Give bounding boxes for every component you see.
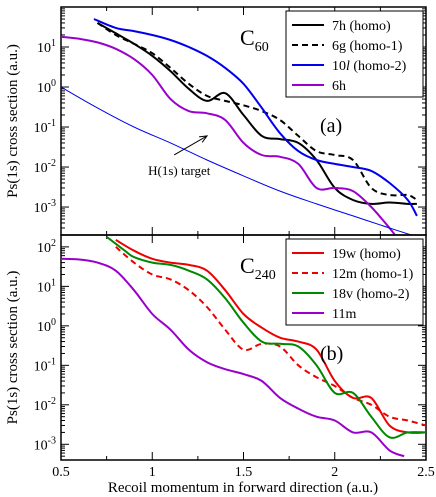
y-tick-exponent: -1	[48, 118, 56, 129]
target-label: C240	[240, 253, 276, 283]
legend-label: 19w (homo)	[332, 247, 401, 262]
annotation-arrow-line	[173, 135, 208, 156]
y-tick-base: 10	[37, 320, 51, 335]
x-tick-label: 2.5	[417, 465, 435, 480]
y-axis-title: Ps(1s) cross section (a.u.)	[5, 44, 21, 198]
y-tick-base: 10	[34, 161, 48, 176]
x-tick-label: 0.5	[52, 465, 70, 480]
y-tick-label: 10-3	[34, 435, 56, 453]
x-tick-label: 2	[331, 465, 338, 480]
y-tick-label: 10-1	[34, 118, 56, 136]
y-tick-exponent: -2	[48, 158, 56, 169]
y-tick-exponent: 0	[51, 78, 56, 89]
annotation-arrow-head	[199, 135, 209, 143]
series-group	[61, 18, 418, 235]
y-tick-base: 10	[37, 280, 51, 295]
annotation-text: H(1s) target	[148, 163, 211, 178]
y-tick-label: 102	[37, 238, 56, 256]
panel-label: (b)	[320, 343, 343, 365]
series-line	[61, 257, 405, 458]
y-tick-label: 101	[37, 38, 56, 56]
y-tick-label: 10-1	[34, 356, 56, 374]
y-tick-exponent: 1	[51, 38, 56, 49]
series-line	[96, 22, 418, 201]
legend-label: 18v (homo-2)	[332, 287, 410, 302]
y-tick-label: 101	[37, 277, 56, 295]
y-tick-label: 100	[37, 78, 56, 96]
y-tick-base: 10	[34, 201, 48, 216]
series-line	[106, 235, 426, 439]
series-line	[93, 18, 418, 217]
legend-label: 7h (homo)	[332, 19, 391, 34]
legend-label: 12m (homo-1)	[332, 267, 414, 282]
y-tick-base: 10	[37, 241, 51, 256]
series-line	[96, 22, 417, 205]
legend-label: 11m	[332, 307, 356, 322]
x-axis: 0.5 1 1.5 2 2.5	[52, 465, 435, 480]
series-line	[61, 86, 413, 235]
y-tick-base: 10	[34, 438, 48, 453]
series-line	[61, 35, 397, 235]
y-tick-label: 10-2	[34, 396, 56, 414]
x-tick-label: 1.5	[235, 465, 253, 480]
y-tick-exponent: 0	[51, 317, 56, 328]
y-tick-base: 10	[37, 81, 51, 96]
y-tick-exponent: -3	[48, 435, 56, 446]
y-tick-label: 10-2	[34, 158, 56, 176]
y-axis-title: Ps(1s) cross section (a.u.)	[5, 271, 21, 425]
x-axis-title: Recoil momentum in forward direction (a.…	[108, 480, 378, 496]
y-tick-label: 10-3	[34, 198, 56, 216]
y-tick-base: 10	[34, 359, 48, 374]
y-tick-base: 10	[34, 121, 48, 136]
y-tick-exponent: -1	[48, 356, 56, 367]
y-tick-base: 10	[34, 399, 48, 414]
legend-label: 10l (homo-2)	[332, 59, 407, 74]
y-tick-exponent: -2	[48, 396, 56, 407]
x-tick-label: 1	[149, 465, 156, 480]
legend-label: 6h	[332, 79, 346, 94]
y-tick-base: 10	[37, 41, 51, 56]
panel-label: (a)	[320, 115, 342, 137]
y-tick-exponent: 1	[51, 277, 56, 288]
y-tick-exponent: -3	[48, 198, 56, 209]
legend-label: 6g (homo-1)	[332, 39, 403, 54]
series-line	[115, 239, 426, 434]
y-tick-exponent: 2	[51, 238, 56, 249]
y-tick-label: 100	[37, 317, 56, 335]
series-group	[61, 235, 426, 458]
target-label: C60	[240, 25, 269, 55]
